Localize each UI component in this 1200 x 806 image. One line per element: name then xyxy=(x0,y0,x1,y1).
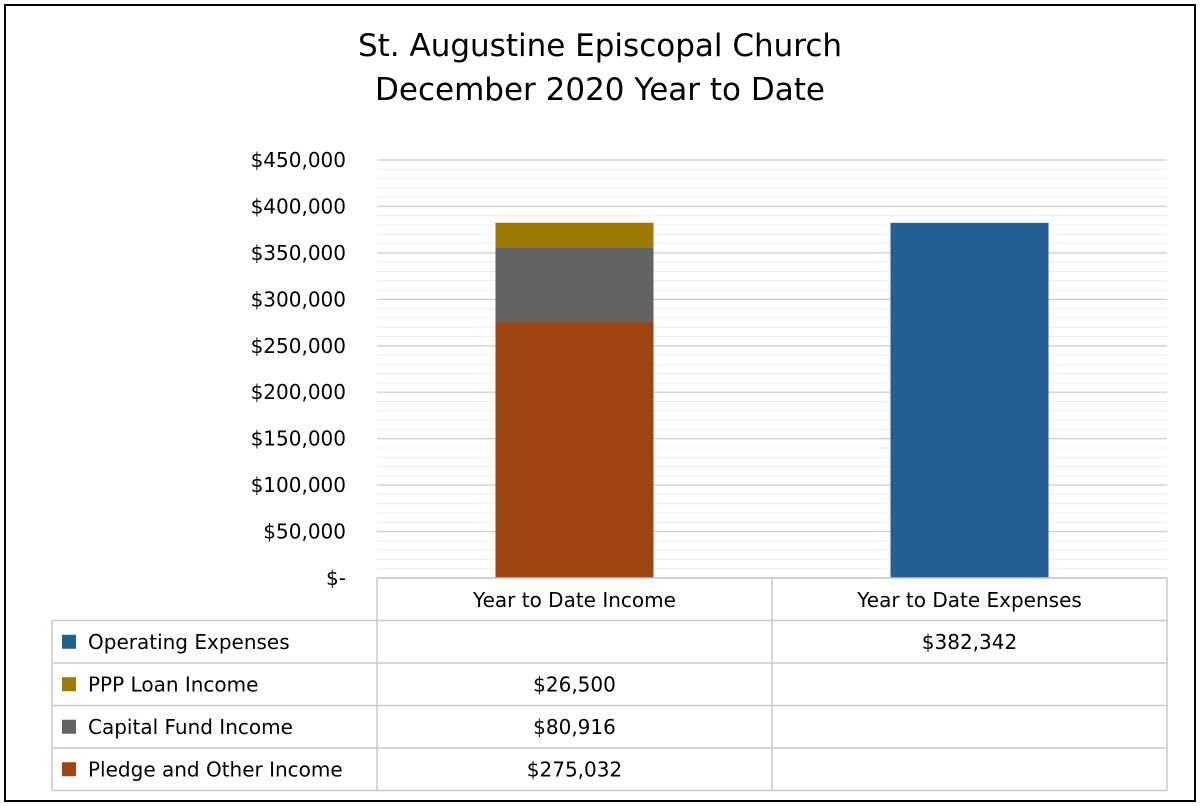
bar-capital-fund-income xyxy=(495,247,654,323)
y-tick-label: $- xyxy=(326,566,346,590)
bar-ppp-loan-income xyxy=(495,222,654,248)
legend-label: PPP Loan Income xyxy=(88,672,258,696)
data-label: $275,032 xyxy=(527,757,622,781)
legend-label: Capital Fund Income xyxy=(88,715,293,739)
bar-operating-expenses xyxy=(890,222,1049,578)
x-category-label: Year to Date Expenses xyxy=(856,588,1082,612)
y-tick-label: $100,000 xyxy=(251,473,346,497)
data-table: Year to Date Income Year to Date Expenses… xyxy=(51,577,1168,792)
legend-key xyxy=(62,634,76,649)
legend-key xyxy=(62,677,76,692)
y-tick-label: $300,000 xyxy=(251,287,346,311)
x-category-label: Year to Date Income xyxy=(472,588,676,612)
data-label: $26,500 xyxy=(533,672,616,696)
data-label: $382,342 xyxy=(922,630,1017,654)
y-tick-label: $450,000 xyxy=(251,148,346,172)
chart-title: St. Augustine Episcopal Church December … xyxy=(0,24,1200,112)
bars xyxy=(495,222,1049,578)
data-label: $80,916 xyxy=(533,715,616,739)
bar-pledge-and-other-income xyxy=(495,322,654,578)
legend-label: Pledge and Other Income xyxy=(88,757,343,781)
chart-title-line-2: December 2020 Year to Date xyxy=(375,72,825,108)
y-axis-labels: $- $50,000 $100,000 $150,000 $200,000 $250,00… xyxy=(251,148,346,590)
legend-key xyxy=(62,719,76,734)
legend-key xyxy=(62,762,76,777)
y-tick-label: $50,000 xyxy=(263,520,346,544)
y-tick-label: $200,000 xyxy=(251,380,346,404)
chart-title-line-1: St. Augustine Episcopal Church xyxy=(357,28,843,64)
y-tick-label: $250,000 xyxy=(251,334,346,358)
y-tick-label: $150,000 xyxy=(251,427,346,451)
legend-label: Operating Expenses xyxy=(88,630,290,654)
y-tick-label: $400,000 xyxy=(251,194,346,218)
y-tick-label: $350,000 xyxy=(251,241,346,265)
